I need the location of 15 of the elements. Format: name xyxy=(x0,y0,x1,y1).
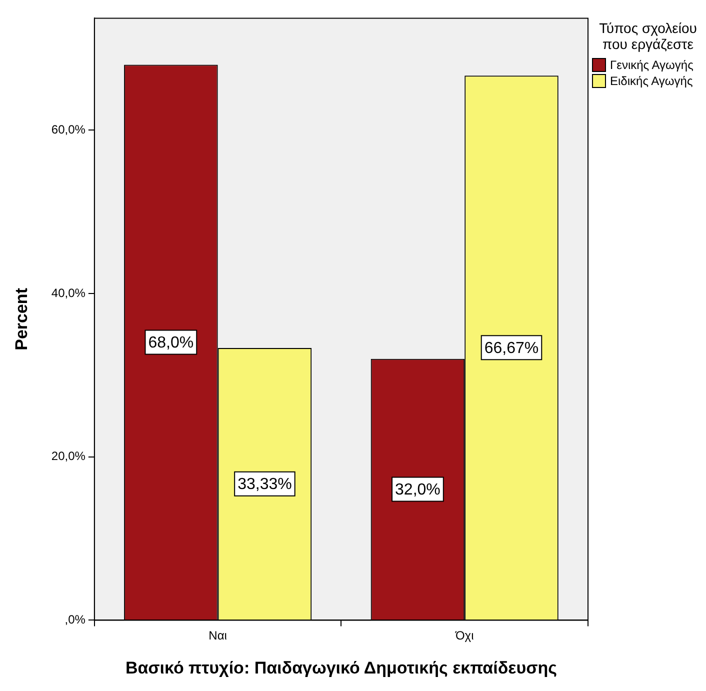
y-tick-label: 40,0% xyxy=(51,286,86,300)
x-tick-label: Ναι xyxy=(208,628,228,643)
y-axis-title: Percent xyxy=(12,288,31,350)
data-label: 32,0% xyxy=(395,482,440,499)
data-label: 68,0% xyxy=(148,334,194,352)
legend-label: Ειδικής Αγωγής xyxy=(610,74,693,88)
legend-label: Γενικής Αγωγής xyxy=(610,58,694,72)
data-label: 66,67% xyxy=(484,340,539,358)
y-tick-label: 60,0% xyxy=(51,122,86,136)
y-tick-label: 20,0% xyxy=(51,449,86,464)
y-tick-label: ,0% xyxy=(64,612,86,627)
x-axis-title: Βασικό πτυχίο: Παιδαγωγικό Δημοτικής εκπαίδευσης xyxy=(125,658,558,678)
data-label: 33,33% xyxy=(238,476,292,494)
legend-title: Τύπος σχολείου που εργάζεστε xyxy=(598,20,698,52)
x-tick-label: Όχι xyxy=(454,628,474,643)
